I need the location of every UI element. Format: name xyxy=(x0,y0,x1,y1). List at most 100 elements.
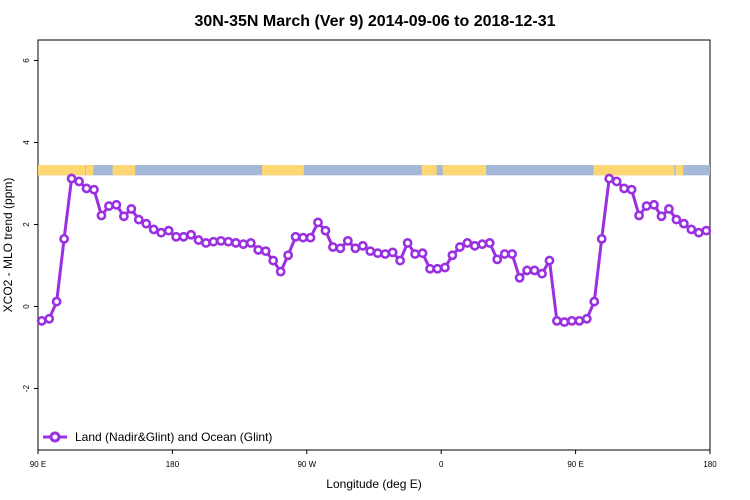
data-point xyxy=(357,240,368,251)
x-tick-label: 180 xyxy=(703,460,717,469)
data-point xyxy=(126,204,137,214)
data-point xyxy=(544,255,555,266)
land-band xyxy=(593,165,675,176)
data-point xyxy=(634,210,644,221)
data-point xyxy=(701,225,712,236)
data-point xyxy=(81,183,92,194)
data-point xyxy=(171,231,182,242)
y-axis-label: XCO2 - MLO trend (ppm) xyxy=(1,178,15,313)
data-point xyxy=(664,204,674,214)
data-point xyxy=(656,211,667,222)
data-point xyxy=(372,248,383,259)
legend-label: Land (Nadir&Glint) and Ocean (Glint) xyxy=(75,430,272,444)
chart-title: 30N-35N March (Ver 9) 2014-09-06 to 2018… xyxy=(194,13,555,30)
data-point xyxy=(686,224,697,235)
data-point xyxy=(410,249,420,259)
data-point xyxy=(216,235,226,246)
series-layer xyxy=(36,173,712,327)
data-point xyxy=(529,265,540,276)
legend-marker xyxy=(49,431,61,443)
data-point xyxy=(253,245,264,255)
data-point xyxy=(552,315,562,326)
data-point xyxy=(462,238,473,248)
data-point xyxy=(51,296,62,307)
data-point xyxy=(499,249,510,259)
data-point xyxy=(507,249,518,259)
land-band xyxy=(112,165,136,176)
data-point xyxy=(268,255,279,266)
data-point xyxy=(649,199,659,210)
ocean-band xyxy=(38,165,710,176)
data-point xyxy=(238,239,249,250)
y-tick-label: 4 xyxy=(22,140,31,145)
data-point xyxy=(693,227,704,238)
data-point xyxy=(678,218,689,229)
data-point xyxy=(283,250,294,261)
data-point xyxy=(44,313,55,324)
data-point xyxy=(350,243,361,254)
data-point xyxy=(566,315,577,326)
data-point xyxy=(335,243,346,254)
data-point xyxy=(163,225,174,236)
data-point xyxy=(320,225,331,236)
x-axis-label: Longitude (deg E) xyxy=(326,477,421,491)
land-band xyxy=(262,165,304,176)
y-tick-label: 6 xyxy=(22,58,31,63)
data-point xyxy=(193,235,204,245)
data-point xyxy=(208,236,219,247)
data-point xyxy=(305,232,316,243)
data-point xyxy=(402,238,413,248)
data-point xyxy=(454,242,465,252)
data-point xyxy=(425,263,435,274)
data-point xyxy=(537,268,547,279)
land-band xyxy=(85,165,94,176)
data-point xyxy=(417,248,428,259)
data-point xyxy=(290,231,301,242)
data-point xyxy=(89,184,99,195)
data-point xyxy=(395,255,406,266)
data-point xyxy=(641,201,652,211)
land-band xyxy=(675,165,684,176)
data-point xyxy=(96,210,107,221)
data-point xyxy=(141,218,152,229)
data-point xyxy=(619,183,630,194)
y-axis: -2 0 2 4 6 xyxy=(22,58,38,392)
data-point xyxy=(223,236,234,247)
data-point xyxy=(611,176,622,187)
data-point xyxy=(133,214,144,225)
data-point xyxy=(380,249,391,259)
data-point xyxy=(298,232,308,243)
data-point xyxy=(260,246,271,257)
land-ocean-strip xyxy=(38,165,710,176)
data-point xyxy=(178,231,189,242)
data-point xyxy=(365,246,376,257)
x-tick-label: 90 E xyxy=(567,460,583,469)
data-point xyxy=(440,262,450,273)
data-point xyxy=(626,184,637,195)
data-point xyxy=(118,211,129,222)
data-point xyxy=(387,247,398,258)
land-band xyxy=(38,165,86,176)
y-tick-label: -2 xyxy=(22,384,31,392)
data-point xyxy=(559,317,570,327)
data-point xyxy=(574,315,585,326)
data-point xyxy=(328,242,338,252)
data-point xyxy=(342,235,353,246)
data-point xyxy=(447,250,458,261)
data-point xyxy=(201,238,211,248)
data-point xyxy=(59,233,70,244)
data-point xyxy=(492,254,503,265)
data-point xyxy=(104,201,114,211)
data-point xyxy=(186,229,196,240)
data-point xyxy=(484,238,495,248)
x-tick-label: 0 xyxy=(439,460,444,469)
x-tick-label: 90 E xyxy=(30,460,46,469)
data-point xyxy=(245,238,256,248)
data-point xyxy=(671,214,682,225)
x-tick-label: 180 xyxy=(166,460,180,469)
legend: Land (Nadir&Glint) and Ocean (Glint) xyxy=(43,430,272,444)
data-point xyxy=(275,266,286,277)
data-point xyxy=(469,240,480,251)
